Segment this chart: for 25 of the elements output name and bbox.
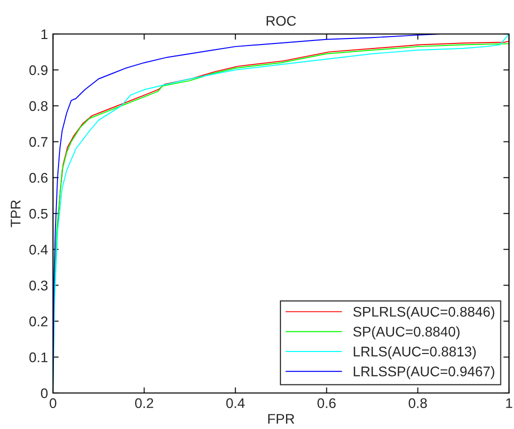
x-tick-label: 0.8 — [408, 398, 427, 408]
y-tick-label: 0.3 — [29, 280, 48, 290]
x-axis-title: FPR — [268, 414, 294, 424]
line-series — [57, 40, 509, 227]
legend-label: LRLSSP(AUC=0.9467) — [354, 366, 494, 380]
x-tick-label: 1 — [506, 398, 512, 408]
x-tick-label: 0 — [50, 398, 56, 408]
y-tick-label: 0.4 — [29, 244, 48, 255]
y-tick-label: 1 — [41, 29, 48, 40]
y-tick-label: 0.9 — [29, 65, 48, 76]
y-tick-label: 0 — [40, 388, 48, 398]
y-tick-label: 0.8 — [29, 101, 48, 111]
y-tick-label: 0.6 — [29, 172, 48, 183]
x-tick-label: 0.2 — [135, 398, 154, 408]
legend-label: LRLS(AUC=0.8813) — [354, 346, 476, 360]
chart-title: ROC — [266, 16, 296, 26]
y-tick-label: 0.7 — [29, 137, 48, 147]
y-tick-label: 0.1 — [29, 352, 48, 362]
x-tick-label: 0.4 — [226, 398, 245, 408]
legend-label: SPLRLS(AUC=0.8846) — [353, 306, 494, 320]
x-tick-label: 0.6 — [317, 398, 336, 408]
y-tick-label: 0.2 — [29, 316, 48, 326]
legend-label: SP(AUC=0.8840) — [353, 326, 460, 340]
y-axis-title: TPR — [10, 200, 20, 228]
y-tick-label: 0.5 — [29, 208, 48, 219]
